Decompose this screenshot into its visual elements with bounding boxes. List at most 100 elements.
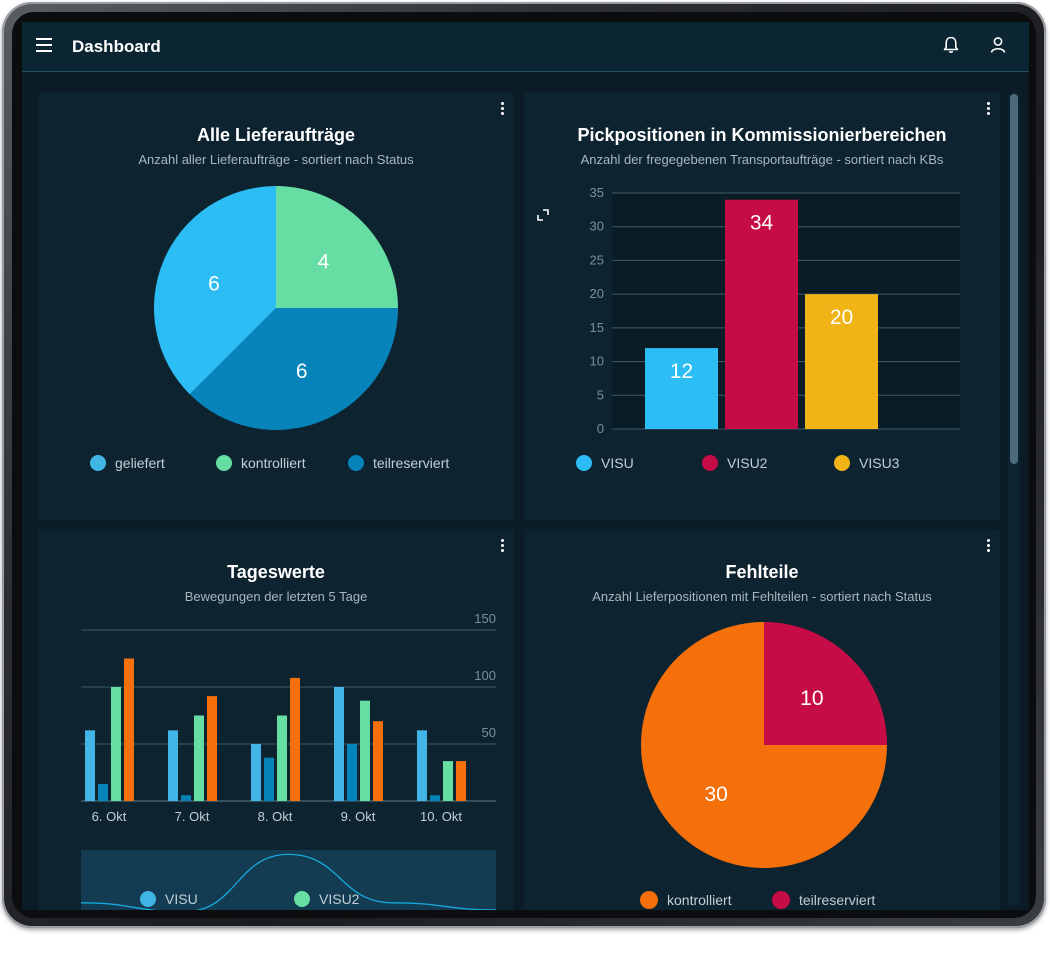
bar-8. Okt-s2[interactable] [277,715,287,802]
pie-chart-fehlteile: 10 30 [641,622,887,868]
legend-label: kontrolliert [667,892,732,908]
card-title: Pickpositionen in Kommissionierbereichen [577,125,947,145]
data-label: 10 [800,687,823,710]
bar-10. Okt-s1[interactable] [430,795,440,801]
pie-slice-kontrolliert[interactable] [276,186,398,308]
x-tick-label: 7. Okt [175,809,210,824]
x-tick-label: 10. Okt [420,809,462,824]
legend-dot [702,455,718,471]
more-vert-icon[interactable] [982,102,994,120]
legend-label: teilreserviert [373,455,450,471]
legend-label: kontrolliert [241,455,306,471]
screen: Dashboard Alle Lieferaufträge Anzahl all… [22,22,1029,910]
legend-label: VISU [165,891,198,907]
legend-item-visu2[interactable]: VISU2 [294,891,359,907]
legend-item-visu[interactable]: VISU [576,455,634,471]
x-tick-label: 8. Okt [258,809,293,824]
legend-item-teilreserviert[interactable]: teilreserviert [772,891,875,909]
legend-dot [348,455,364,471]
menu-icon[interactable] [36,38,52,52]
bar-VISU2[interactable] [725,199,798,429]
y-tick-label: 5 [597,387,604,402]
more-vert-icon[interactable] [982,539,994,557]
card-fehlteile: Fehlteile Anzahl Lieferpositionen mit Fe… [524,529,1000,910]
pie-slice-kontrolliert[interactable] [641,622,887,868]
page-title: Dashboard [72,37,161,56]
more-vert-icon[interactable] [496,539,508,557]
legend-item-visu[interactable]: VISU [140,891,198,907]
y-tick-label: 150 [474,611,496,626]
bar-7. Okt-s0[interactable] [168,730,178,801]
pie-slice-geliefert[interactable] [154,186,276,395]
pie-slice-teilreserviert[interactable] [764,622,887,745]
data-label: 34 [750,212,774,235]
legend-label: VISU3 [859,455,900,471]
bar-VISU[interactable] [645,348,718,429]
card-pickpositionen: Pickpositionen in Kommissionierbereichen… [524,92,1000,520]
legend-dot [294,891,310,907]
x-tick-label: 9. Okt [341,809,376,824]
bar-9. Okt-s2[interactable] [360,700,370,801]
navigator-line [80,853,497,910]
bar-6. Okt-s0[interactable] [85,730,95,801]
y-tick-label: 100 [474,668,496,683]
bar-chart-tageswerte: 50 100 150 6. Okt 7. Okt 8. Okt 9. Okt 10. Okt [80,611,497,910]
expand-icon[interactable] [536,208,550,222]
data-label: 12 [670,360,693,383]
bar-8. Okt-s3[interactable] [290,677,300,801]
bar-7. Okt-s3[interactable] [207,696,217,801]
legend-dot [90,455,106,471]
legend-dot [772,891,790,909]
legend-label: VISU2 [727,455,768,471]
legend-dot [834,455,850,471]
legend-dot [640,891,658,909]
card-subtitle: Anzahl der fregegebenen Transportaufträg… [580,152,944,167]
legend-label: teilreserviert [799,892,876,908]
y-tick-label: 15 [590,320,604,335]
pie-slice-teilreserviert[interactable] [189,308,398,430]
x-tick-label: 6. Okt [92,809,127,824]
bar-8. Okt-s0[interactable] [251,744,261,801]
card-subtitle: Anzahl aller Lieferaufträge - sortiert n… [138,152,414,167]
bar-10. Okt-s0[interactable] [417,730,427,801]
card-subtitle: Anzahl Lieferpositionen mit Fehlteilen -… [592,589,932,604]
y-tick-label: 25 [590,252,604,267]
y-tick-label: 20 [590,286,604,301]
bar-9. Okt-s0[interactable] [334,687,344,801]
legend-dot [576,455,592,471]
dashboard-content: Alle Lieferaufträge Anzahl aller Liefera… [22,72,1029,910]
bar-6. Okt-s3[interactable] [124,658,134,802]
y-tick-label: 35 [590,185,604,200]
bar-10. Okt-s2[interactable] [443,761,453,801]
bar-9. Okt-s1[interactable] [347,744,357,801]
card-subtitle: Bewegungen der letzten 5 Tage [184,589,368,604]
data-label: 30 [704,783,727,806]
bar-8. Okt-s1[interactable] [264,757,274,801]
scrollbar-thumb[interactable] [1010,94,1018,464]
data-label: 20 [830,306,853,329]
card-tageswerte: Tageswerte Bewegungen der letzten 5 Tage… [38,529,514,910]
user-icon[interactable] [988,35,1008,55]
bell-icon[interactable] [941,35,961,55]
y-tick-label: 30 [590,219,604,234]
legend-item-visu2[interactable]: VISU2 [702,455,767,471]
card-lieferauftraege: Alle Lieferaufträge Anzahl aller Liefera… [38,92,514,520]
y-tick-label: 0 [597,421,604,436]
bar-9. Okt-s3[interactable] [373,721,383,801]
bar-6. Okt-s2[interactable] [111,687,121,801]
app-bar: Dashboard [22,22,1029,72]
legend-dot [140,891,156,907]
bar-6. Okt-s1[interactable] [98,783,108,801]
legend-label: geliefert [115,455,165,471]
bar-7. Okt-s2[interactable] [194,715,204,802]
legend-item-kontrolliert[interactable]: kontrolliert [216,455,306,471]
legend-item-geliefert[interactable]: geliefert [90,455,165,471]
legend-item-teilreserviert[interactable]: teilreserviert [348,455,449,471]
bar-10. Okt-s3[interactable] [456,761,466,801]
legend-item-kontrolliert[interactable]: kontrolliert [640,891,732,909]
card-title: Alle Lieferaufträge [196,125,356,145]
more-vert-icon[interactable] [496,102,508,120]
bar-VISU3[interactable] [805,294,878,429]
legend-item-visu3[interactable]: VISU3 [834,455,899,471]
bar-7. Okt-s1[interactable] [181,795,191,801]
